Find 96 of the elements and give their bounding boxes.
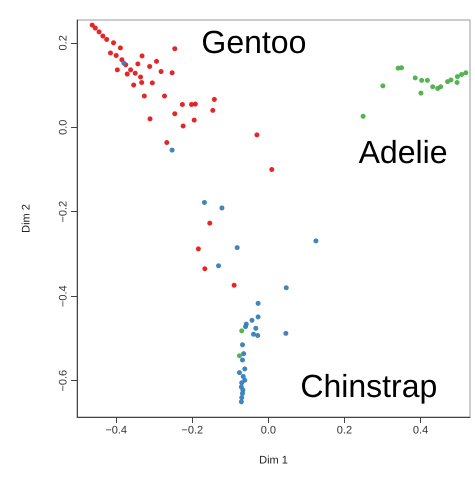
- point: [216, 263, 222, 268]
- point: [202, 200, 207, 205]
- point: [240, 374, 246, 379]
- y-axis-title: Dim 2: [20, 204, 32, 233]
- point: [463, 70, 468, 76]
- point: [210, 108, 216, 113]
- point: [207, 220, 212, 226]
- x-tick-label: 0.0: [260, 424, 276, 436]
- point: [360, 114, 366, 119]
- point: [239, 395, 244, 400]
- x-tick-label: 0.2: [336, 424, 352, 436]
- point: [242, 366, 248, 372]
- series-label: Adelie: [358, 134, 448, 170]
- point: [269, 167, 274, 172]
- y-tick-label: −0.4: [58, 285, 70, 308]
- point: [172, 46, 178, 52]
- point: [150, 80, 155, 86]
- point: [154, 58, 160, 64]
- point: [399, 65, 404, 70]
- point: [114, 67, 120, 72]
- x-tick-label: 0.4: [412, 424, 428, 436]
- point: [118, 45, 123, 50]
- point: [172, 111, 178, 116]
- point: [108, 50, 113, 56]
- x-tick-label: −0.4: [105, 424, 128, 436]
- point: [92, 26, 98, 31]
- point: [164, 140, 170, 145]
- point: [219, 205, 224, 210]
- point: [284, 285, 289, 290]
- point: [170, 70, 175, 76]
- point: [240, 357, 245, 362]
- point: [128, 67, 134, 72]
- point: [111, 40, 116, 46]
- y-tick-label: −0.6: [58, 370, 70, 392]
- point: [250, 318, 255, 323]
- point: [448, 77, 454, 82]
- point: [438, 84, 444, 90]
- point: [100, 34, 106, 39]
- y-tick-label: −0.2: [58, 200, 70, 223]
- point: [283, 330, 288, 336]
- point: [142, 94, 147, 99]
- point: [158, 69, 164, 74]
- point: [212, 96, 217, 102]
- point: [96, 29, 102, 34]
- point: [251, 332, 256, 337]
- point: [454, 74, 460, 80]
- point: [192, 118, 197, 123]
- point: [180, 124, 186, 129]
- y-tick-label: 0.0: [58, 120, 70, 135]
- point: [240, 342, 245, 348]
- point: [459, 72, 464, 77]
- point: [140, 53, 145, 58]
- point: [131, 82, 136, 88]
- point: [418, 90, 424, 96]
- point: [90, 22, 95, 28]
- point: [196, 246, 201, 252]
- point: [256, 314, 261, 320]
- point: [430, 84, 436, 90]
- y-tick-label: 0.2: [58, 35, 70, 50]
- point: [238, 399, 244, 404]
- point: [239, 328, 244, 334]
- point: [139, 80, 144, 86]
- point: [254, 132, 260, 138]
- point: [424, 78, 430, 83]
- x-axis-title: Dim 1: [259, 454, 288, 466]
- point: [162, 94, 167, 99]
- point: [124, 72, 130, 77]
- point: [241, 351, 246, 356]
- point: [138, 74, 144, 80]
- series-label: Gentoo: [201, 24, 306, 60]
- point: [243, 324, 248, 330]
- point: [148, 116, 153, 122]
- point: [454, 80, 460, 86]
- point: [114, 52, 119, 58]
- point: [135, 61, 140, 66]
- point: [192, 102, 198, 107]
- point: [419, 78, 424, 83]
- x-tick-label: −0.2: [181, 424, 204, 436]
- point: [180, 102, 185, 107]
- point: [380, 83, 386, 88]
- point: [147, 64, 152, 69]
- point: [104, 36, 110, 42]
- point: [236, 370, 242, 376]
- point: [256, 300, 261, 306]
- point: [234, 245, 240, 250]
- point: [132, 70, 138, 76]
- point: [412, 75, 418, 80]
- point: [232, 282, 237, 288]
- point: [236, 353, 242, 358]
- point: [313, 238, 318, 244]
- point: [255, 332, 260, 338]
- point: [253, 326, 258, 331]
- point: [240, 390, 245, 396]
- point: [170, 148, 175, 153]
- series-label: Chinstrap: [300, 368, 438, 404]
- point: [202, 266, 208, 272]
